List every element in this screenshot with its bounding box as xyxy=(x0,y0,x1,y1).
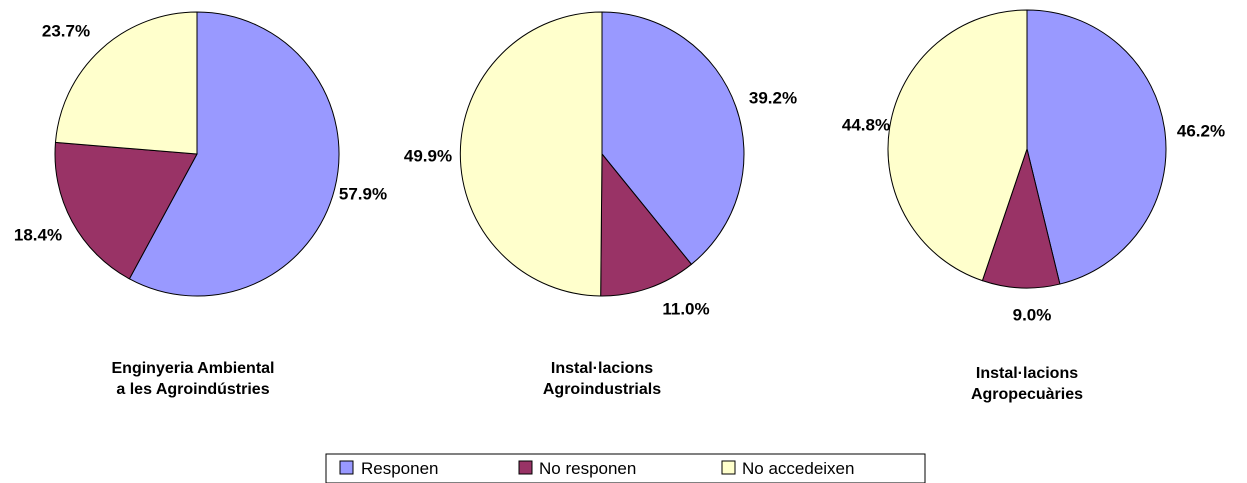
pie-1-slice-no-responen xyxy=(54,141,198,280)
pie-chart-1: 57.9% 18.4% 23.7% Enginyeria Ambiental a les… xyxy=(14,11,387,398)
pie-2-title-line-2: Agroindustrials xyxy=(543,381,661,398)
pie-3-slice-responen xyxy=(1026,9,1167,285)
legend-swatch-no-accedeixen xyxy=(721,460,736,475)
pie-2-slice-no-accedeixen xyxy=(459,11,603,297)
pie-1-label-no-accedeixen: 23.7% xyxy=(42,21,90,40)
pie-2-label-no-responen: 11.0% xyxy=(662,299,709,318)
pie-2-slice-responen xyxy=(601,11,745,266)
pie-3-label-no-responen: 9.0% xyxy=(1013,305,1052,324)
pie-chart-3: 46.2% 9.0% 44.8% Instal·lacions Agropecuàrie… xyxy=(842,9,1225,403)
pie-1-label-responen: 57.9% xyxy=(339,184,387,203)
pie-2-label-no-accedeixen: 49.9% xyxy=(404,146,452,165)
legend-swatch-responen xyxy=(339,460,354,475)
pie-3-slice-no-accedeixen xyxy=(887,9,1028,282)
legend-swatch-no-responen xyxy=(518,460,533,475)
pie-3-title-line-2: Agropecuàries xyxy=(971,386,1083,403)
legend-label-no-accedeixen: No accedeixen xyxy=(742,459,854,478)
charts-layer: 57.9% 18.4% 23.7% Enginyeria Ambiental a les… xyxy=(14,9,1225,403)
pie-1-label-no-responen: 18.4% xyxy=(14,225,62,244)
pie-2-title-line-1: Instal·lacions xyxy=(551,360,653,377)
legend-frame xyxy=(325,453,926,483)
pie-2-slice-no-responen xyxy=(600,152,693,297)
pie-3-label-no-accedeixen: 44.8% xyxy=(842,115,890,134)
legend: Responen No responen No accedeixen xyxy=(325,453,926,483)
legend-label-no-responen: No responen xyxy=(539,459,636,478)
pie-chart-2: 39.2% 11.0% 49.9% Instal·lacions Agroindustr… xyxy=(404,11,797,398)
pie-3-label-responen: 46.2% xyxy=(1177,121,1225,140)
pie-1-slice-no-accedeixen xyxy=(54,11,198,155)
pie-1-title-line-2: a les Agroindústries xyxy=(116,381,269,398)
pie-2-label-responen: 39.2% xyxy=(749,88,797,107)
pie-1-title-line-1: Enginyeria Ambiental xyxy=(112,360,275,377)
legend-label-responen: Responen xyxy=(361,459,439,478)
pie-3-title-line-1: Instal·lacions xyxy=(976,365,1078,382)
pie-1-slice-responen xyxy=(128,11,340,297)
